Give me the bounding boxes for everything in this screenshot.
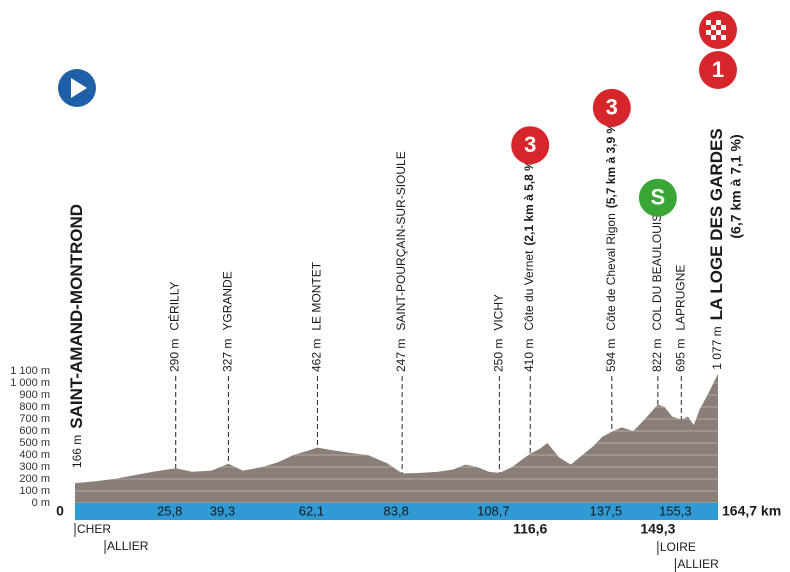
place-altitude: 327 m [221, 339, 235, 372]
elevation-profile [75, 373, 718, 503]
place-name: LE MONTET [310, 261, 324, 330]
start-icon [58, 69, 96, 107]
place-altitude: 594 m [604, 339, 618, 372]
place-name: CÉRILLY [167, 282, 182, 331]
department-label: LOIRE [660, 540, 696, 554]
climb-category-label: 3 [524, 132, 536, 157]
place-altitude: 250 m [492, 339, 506, 372]
start-label: 166 m SAINT-AMAND-MONTROND [67, 204, 86, 468]
place-name: SAINT-POURÇAIN-SUR-SIOULE [394, 151, 408, 330]
y-tick-label: 1 100 m [10, 365, 50, 377]
place-altitude: 410 m [522, 339, 536, 372]
department-label: CHER [77, 522, 111, 536]
x-tick-label: 116,6 [513, 521, 547, 537]
start-name: SAINT-AMAND-MONTROND [67, 204, 86, 429]
place-altitude: 290 m [168, 339, 182, 372]
sprint-icon-label: S [651, 185, 666, 210]
place-label: 290 m CÉRILLY [167, 282, 182, 373]
y-tick-label: 900 m [19, 389, 50, 401]
y-tick-label: 400 m [19, 449, 50, 461]
climb-category-label: 3 [606, 95, 618, 120]
y-tick-label: 300 m [19, 461, 50, 473]
x-tick-label: 25,8 [157, 503, 182, 518]
place-name: LAPRUGNE [673, 265, 687, 331]
x-tick-label: 0 [56, 503, 64, 519]
climb-detail: (5,7 km à 3,9 %) [604, 119, 618, 208]
y-tick-label: 1 000 m [10, 377, 50, 389]
climb-detail: (2,1 km à 5,8 %) [522, 156, 536, 245]
place-label: 822 m COL DU BEAULOUIS [650, 214, 664, 372]
place-altitude: 822 m [650, 339, 664, 372]
finish-category [699, 51, 737, 89]
place-label: 594 m Côte de Cheval Rigon (5,7 km à 3,9 %… [604, 119, 618, 372]
x-tick-label: 164,7 km [722, 503, 781, 519]
finish-altitude: 1 077 m [710, 326, 724, 369]
department-label: ALLIER [107, 539, 149, 553]
climb-category [511, 126, 550, 165]
finish-name: LA LOGE DES GARDES [707, 128, 726, 320]
finish-flag-icon [699, 11, 737, 49]
sprint-icon [638, 178, 677, 217]
place-name: Côte de Cheval Rigon [604, 213, 618, 330]
place-name: YGRANDE [221, 271, 235, 330]
climb-category [592, 88, 631, 127]
place-label: 695 m LAPRUGNE [673, 265, 687, 372]
x-tick-label: 137,5 [590, 503, 623, 518]
y-tick-label: 100 m [19, 485, 50, 497]
place-label: 327 m YGRANDE [221, 271, 235, 372]
y-tick-label: 600 m [19, 425, 50, 437]
y-tick-label: 700 m [19, 413, 50, 425]
x-tick-label: 62,1 [299, 503, 324, 518]
place-altitude: 462 m [310, 339, 324, 372]
y-tick-label: 800 m [19, 401, 50, 413]
finish-label: 1 077 m LA LOGE DES GARDES [707, 128, 726, 369]
place-label: 247 m SAINT-POURÇAIN-SUR-SIOULE [394, 151, 408, 372]
place-label: 250 m VICHY [492, 294, 506, 372]
place-label: 462 m LE MONTET [310, 261, 324, 372]
x-tick-label: 83,8 [384, 503, 409, 518]
finish-category-label: 1 [712, 57, 724, 82]
x-tick-label: 149,3 [640, 521, 675, 537]
place-name: VICHY [492, 294, 506, 331]
x-tick-label: 108,7 [477, 503, 510, 518]
place-label: 410 m Côte du Vernet (2,1 km à 5,8 %) [522, 156, 536, 372]
start-altitude: 166 m [70, 435, 84, 468]
distance-band [75, 503, 718, 520]
place-name: Côte du Vernet [522, 250, 536, 331]
place-altitude: 695 m [673, 339, 687, 372]
y-tick-label: 500 m [19, 437, 50, 449]
y-tick-label: 200 m [19, 473, 50, 485]
y-tick-label: 0 m [32, 497, 50, 509]
place-name: COL DU BEAULOUIS [650, 214, 664, 331]
x-tick-label: 155,3 [659, 503, 692, 518]
x-tick-label: 39,3 [210, 503, 235, 518]
place-altitude: 247 m [394, 339, 408, 372]
department-label: ALLIER [677, 557, 719, 571]
finish-detail: (6,7 km à 7,1 %) [728, 134, 744, 238]
